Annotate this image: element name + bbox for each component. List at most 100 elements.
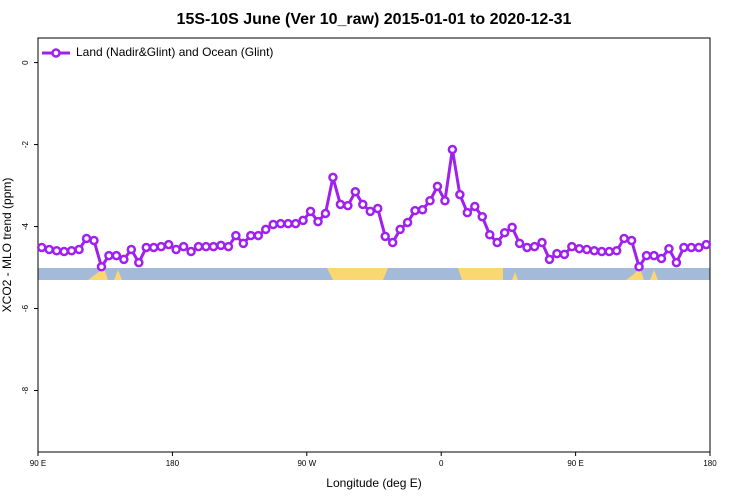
land-ocean-strip <box>38 268 710 280</box>
plot-frame <box>37 37 711 453</box>
y-tick-label: -6 <box>21 304 30 312</box>
data-point <box>582 244 592 255</box>
data-point <box>634 261 644 272</box>
data-point <box>664 243 674 254</box>
data-point <box>290 218 301 229</box>
data-point <box>484 230 495 240</box>
data-point <box>126 244 137 255</box>
data-point <box>350 186 361 197</box>
data-point <box>619 233 629 244</box>
y-tick-label: -4 <box>21 222 30 230</box>
data-point <box>395 224 405 235</box>
data-point <box>193 241 204 252</box>
data-point <box>208 241 219 252</box>
data-point <box>387 237 398 248</box>
data-point <box>365 206 376 217</box>
data-point <box>559 249 570 260</box>
data-point <box>604 246 614 257</box>
x-tick-label: 90 W <box>297 459 316 468</box>
data-point <box>44 244 54 255</box>
data-point <box>36 242 47 253</box>
data-point <box>320 208 331 219</box>
data-point <box>81 233 92 244</box>
data-point <box>141 242 152 253</box>
data-point <box>641 250 652 261</box>
data-point <box>74 244 84 255</box>
data-point <box>275 218 286 229</box>
x-tick-label: 0 <box>439 459 444 468</box>
data-point <box>694 242 704 253</box>
data-point <box>447 144 458 155</box>
data-point <box>537 237 547 248</box>
data-point <box>574 243 585 254</box>
y-axis-label: XCO2 - MLO trend (ppm) <box>0 178 14 313</box>
data-point <box>671 257 682 268</box>
data-point <box>686 242 697 253</box>
data-point <box>343 200 353 211</box>
data-point <box>89 235 99 246</box>
data-point <box>260 224 271 235</box>
data-point <box>305 206 316 217</box>
data-point <box>268 219 278 230</box>
data-point <box>611 245 622 256</box>
data-point <box>313 216 323 227</box>
legend-marker <box>51 48 61 58</box>
data-point <box>246 230 256 241</box>
data-point <box>283 218 293 229</box>
data-point <box>596 246 607 257</box>
data-point <box>111 250 122 261</box>
y-tick-label: -8 <box>21 386 30 394</box>
data-point <box>253 230 264 241</box>
data-point <box>567 241 577 252</box>
data-point <box>701 239 712 250</box>
data-point <box>402 217 413 228</box>
data-point <box>201 241 211 252</box>
data-point <box>134 257 144 268</box>
data-point <box>96 261 107 272</box>
data-point <box>328 172 338 183</box>
data-point <box>216 240 226 251</box>
x-tick-label: 90 E <box>567 459 583 468</box>
data-point <box>51 245 62 256</box>
data-point <box>231 230 241 241</box>
data-point <box>417 204 428 215</box>
data-point <box>432 181 443 192</box>
legend-label: Land (Nadir&Glint) and Ocean (Glint) <box>76 45 273 59</box>
data-point <box>455 189 465 200</box>
data-point <box>66 245 77 256</box>
data-point <box>380 231 390 242</box>
data-point <box>649 250 659 261</box>
data-point <box>104 250 114 261</box>
data-point <box>492 237 502 248</box>
data-point <box>186 246 196 257</box>
data-point <box>462 207 473 218</box>
data-point <box>544 254 555 265</box>
data-point <box>156 241 166 252</box>
x-axis-label: Longitude (deg E) <box>326 476 421 490</box>
data-point <box>514 238 525 249</box>
data-point <box>522 242 532 253</box>
data-point <box>470 201 480 212</box>
data-point <box>507 222 517 233</box>
data-point <box>298 215 308 226</box>
data-point <box>679 242 689 253</box>
data-point <box>119 254 129 265</box>
data-point <box>238 238 249 249</box>
chart-title: 15S-10S June (Ver 10_raw) 2015-01-01 to … <box>177 11 572 28</box>
x-tick-label: 90 E <box>30 459 46 468</box>
data-point <box>529 241 540 252</box>
data-point <box>223 241 234 252</box>
data-point <box>358 199 368 210</box>
data-point <box>477 211 488 222</box>
data-point <box>59 246 69 257</box>
x-tick-label: 180 <box>703 459 717 468</box>
data-point <box>499 227 510 238</box>
data-point <box>148 242 159 253</box>
data-point <box>552 248 562 259</box>
data-point <box>410 205 420 216</box>
data-point <box>425 195 435 206</box>
x-tick-label: 180 <box>166 459 180 468</box>
data-point <box>372 203 383 214</box>
data-point <box>178 241 189 252</box>
